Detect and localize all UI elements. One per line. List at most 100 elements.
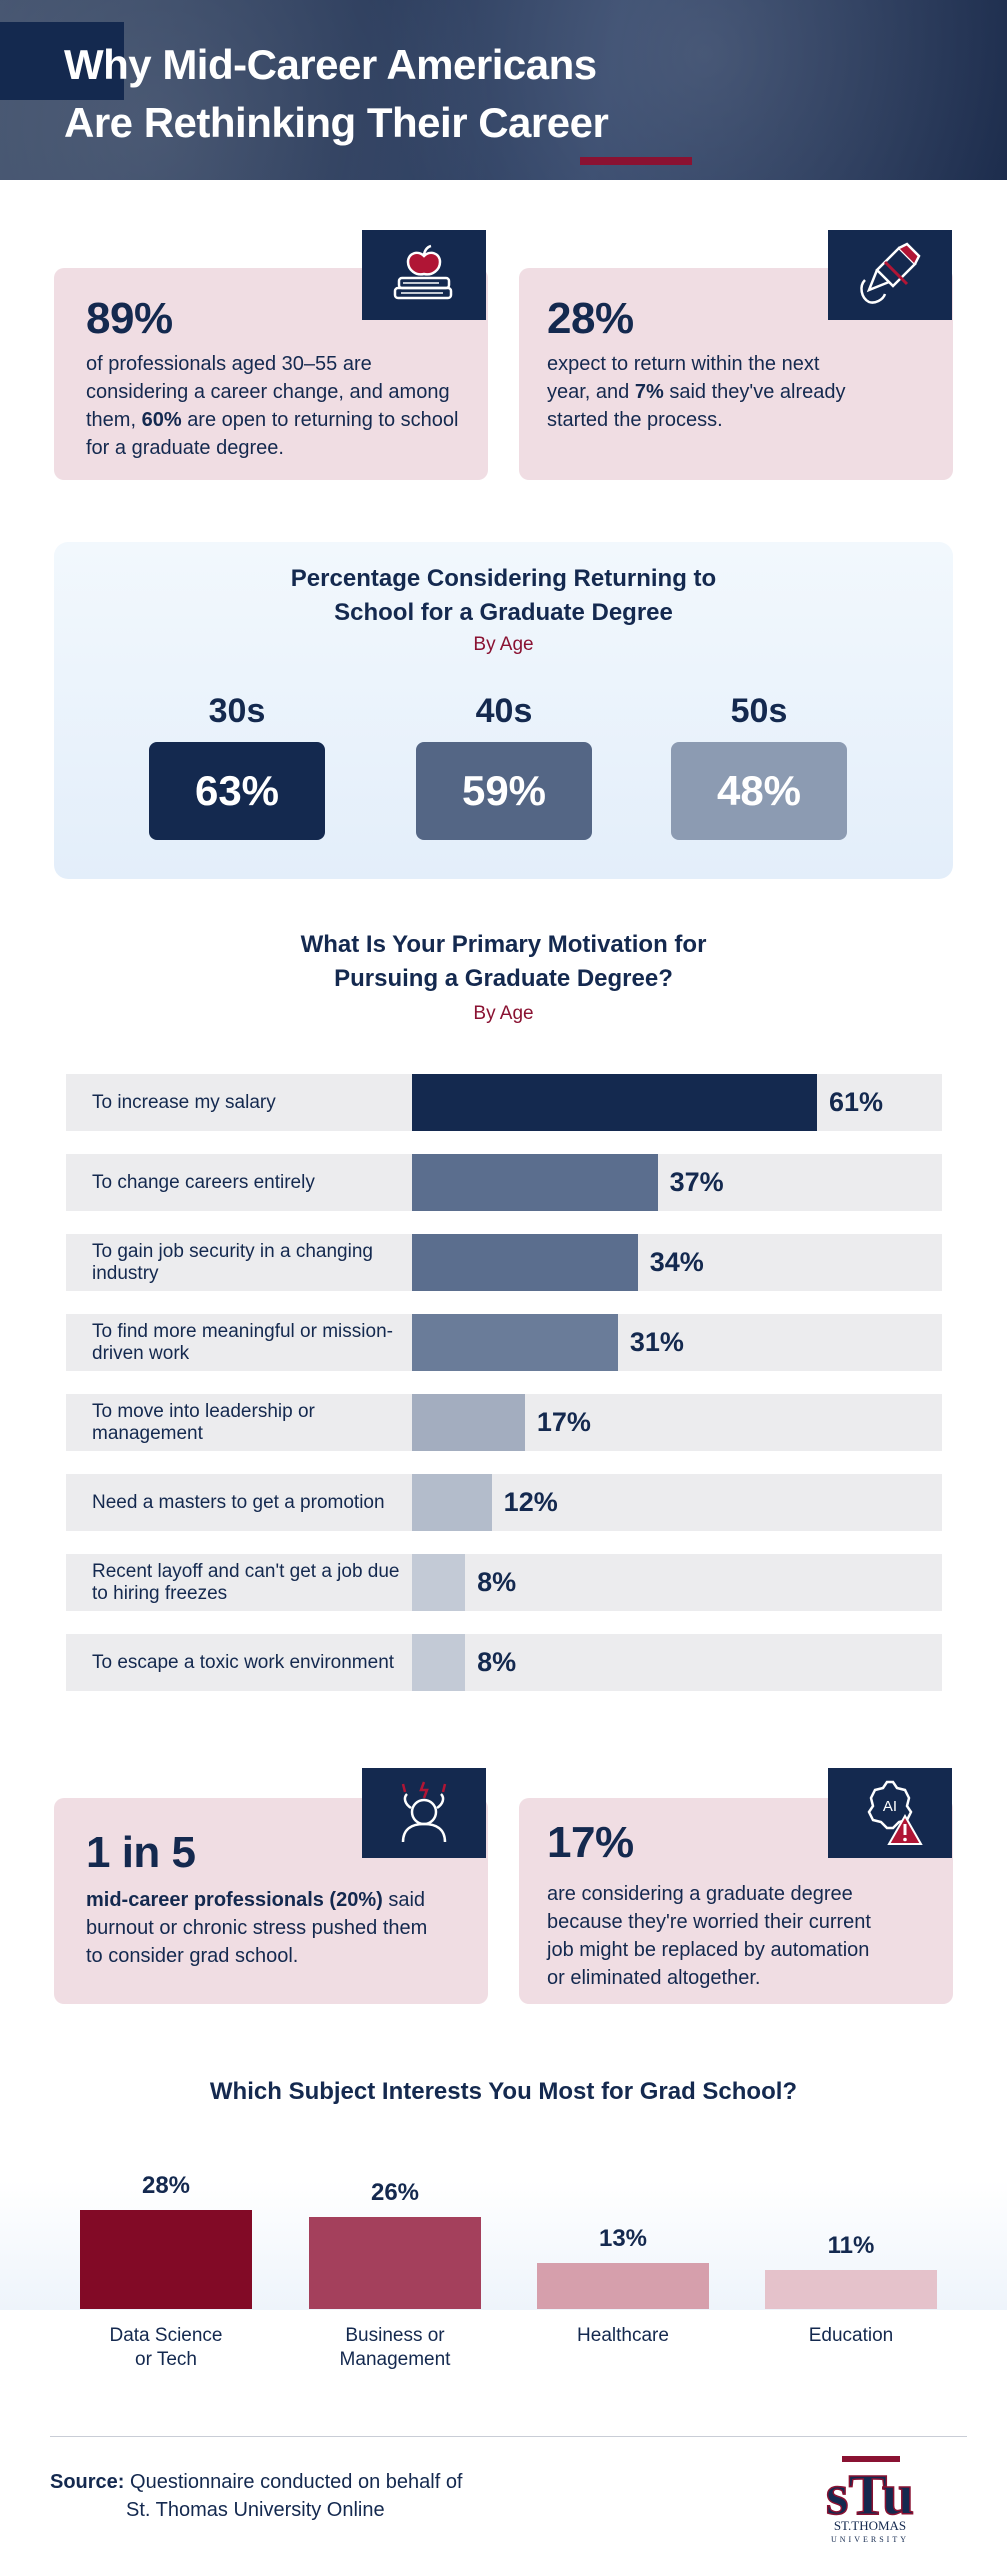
- subject-category-label: Data Science or Tech: [66, 2324, 266, 2372]
- stat-text-bold: 60%: [141, 409, 182, 431]
- motivation-value: 31%: [629, 1327, 684, 1357]
- source-label: Source:: [50, 2471, 125, 2493]
- subject-category-line: Data Science: [109, 2325, 223, 2346]
- stat-description: mid-career professionals (20%) said burn…: [86, 1886, 436, 1970]
- logo-letters: sTu: [826, 2462, 914, 2527]
- motivation-value: 12%: [503, 1487, 558, 1517]
- subject-chart-title: Which Subject Interests You Most for Gra…: [209, 2078, 798, 2105]
- source-note: Source: Questionnaire conducted on behal…: [50, 2468, 463, 2524]
- motivation-label: To change careers entirely: [92, 1171, 315, 1193]
- source-line1: Questionnaire conducted on behalf of: [130, 2471, 463, 2493]
- motivation-chart-subtitle: By Age: [473, 1003, 534, 1024]
- motivation-label: To escape a toxic work environment: [92, 1651, 395, 1673]
- motivation-bar: [412, 1234, 638, 1291]
- stat-text-bold: 7%: [634, 381, 664, 403]
- books-apple-icon: [362, 230, 486, 320]
- motivation-row: Need a masters to get a promotion 12%: [66, 1474, 942, 1531]
- page-title-line1: Why Mid-Career Americans: [64, 41, 597, 88]
- motivation-bar: [412, 1474, 492, 1531]
- age-label-30s: 30s: [208, 692, 266, 730]
- age-value-40s: 59%: [416, 742, 592, 840]
- age-value-30s: 63%: [149, 742, 325, 840]
- motivation-title-line1: What Is Your Primary Motivation for: [300, 931, 707, 958]
- subject-value: 11%: [827, 2232, 875, 2260]
- age-value-50s: 48%: [671, 742, 847, 840]
- header-accent-block: [0, 22, 124, 100]
- motivation-label: Recent layoff and can't get a job due to…: [92, 1560, 400, 1604]
- subject-category-line: Healthcare: [577, 2325, 669, 2346]
- stressed-person-icon: [362, 1768, 486, 1858]
- subject-category-line: Education: [808, 2325, 894, 2346]
- age-chart-panel: Percentage Considering Returning to Scho…: [54, 542, 953, 879]
- stat-description: of professionals aged 30–55 are consider…: [86, 350, 466, 462]
- motivation-label: To gain job security in a changing indus…: [92, 1240, 373, 1284]
- motivation-value: 17%: [536, 1407, 591, 1437]
- ai-warning-icon: AI: [828, 1768, 952, 1858]
- stat-card-28: 28% expect to return within the next yea…: [519, 268, 953, 480]
- subject-category-line: Management: [339, 2349, 451, 2370]
- stat-description: expect to return within the next year, a…: [547, 350, 847, 434]
- title-underline: [580, 157, 692, 165]
- motivation-value: 34%: [649, 1247, 704, 1277]
- svg-text:AI: AI: [883, 1798, 897, 1815]
- motivation-bar: [412, 1154, 658, 1211]
- subject-bar: [80, 2210, 252, 2309]
- motivation-row: To gain job security in a changing indus…: [66, 1234, 942, 1291]
- age-chart-title-line1: Percentage Considering Returning to: [290, 565, 717, 592]
- hand-pencil-icon: [828, 230, 952, 320]
- stat-value: 89%: [86, 294, 173, 343]
- motivation-label: Need a masters to get a promotion: [92, 1491, 385, 1513]
- header-banner: Why Mid-Career Americans Are Rethinking …: [0, 0, 1007, 180]
- subject-value: 13%: [598, 2225, 648, 2253]
- motivation-bar: [412, 1394, 525, 1451]
- stat-text-before: expect to return within the next year, a…: [547, 353, 820, 403]
- stat-text-before: of professionals aged 30–55 are consider…: [86, 353, 450, 431]
- motivation-row: To escape a toxic work environment 8%: [66, 1634, 942, 1691]
- motivation-row: Recent layoff and can't get a job due to…: [66, 1554, 942, 1611]
- motivation-label: To increase my salary: [92, 1091, 276, 1113]
- logo-line2: UNIVERSITY: [831, 2535, 909, 2544]
- logo-line1: ST.THOMAS: [834, 2518, 906, 2533]
- age-chart-title-line2: School for a Graduate Degree: [334, 599, 673, 626]
- subject-category-label: Education: [751, 2324, 951, 2348]
- stat-value: 28%: [547, 294, 634, 343]
- footer-divider: [50, 2436, 967, 2437]
- stat-text-after: are open to returning to school for a gr…: [86, 409, 459, 459]
- motivation-value: 8%: [477, 1567, 517, 1597]
- age-label-40s: 40s: [475, 692, 533, 730]
- motivation-label: To find more meaningful or mission-drive…: [92, 1320, 393, 1364]
- subject-bar: [309, 2217, 481, 2309]
- subject-value: 26%: [370, 2179, 420, 2207]
- source-line2: St. Thomas University Online: [126, 2499, 385, 2521]
- subject-category-line: or Tech: [135, 2349, 197, 2370]
- age-chart-title: Percentage Considering Returning to Scho…: [54, 562, 953, 630]
- motivation-bar: [412, 1554, 466, 1611]
- page-title: Why Mid-Career Americans Are Rethinking …: [64, 36, 609, 152]
- subject-bar: [537, 2263, 709, 2309]
- motivation-value: 61%: [829, 1087, 884, 1117]
- motivation-bar: [412, 1314, 618, 1371]
- motivation-bar: [412, 1074, 817, 1131]
- subject-value: 28%: [141, 2172, 191, 2199]
- subject-category-line: Business or: [345, 2325, 445, 2346]
- stat-value: 17%: [547, 1818, 634, 1867]
- stat-text-after: said burnout or chronic stress pushed th…: [86, 1889, 428, 1967]
- motivation-label: To move into leadership or management: [92, 1400, 315, 1444]
- motivation-row: To find more meaningful or mission-drive…: [66, 1314, 942, 1371]
- motivation-row: To move into leadership or management 17%: [66, 1394, 942, 1451]
- motivation-chart-title: What Is Your Primary Motivation for Purs…: [0, 928, 1007, 996]
- stat-description: are considering a graduate degree becaus…: [547, 1883, 871, 1989]
- motivation-value: 8%: [477, 1647, 517, 1677]
- page-title-line2: Are Rethinking Their Career: [64, 99, 609, 146]
- subject-category-label: Healthcare: [523, 2324, 723, 2348]
- age-chart-subtitle: By Age: [473, 634, 534, 655]
- motivation-title-line2: Pursuing a Graduate Degree?: [334, 965, 673, 992]
- age-label-50s: 50s: [730, 692, 788, 730]
- stat-text-after: said they've already started the process…: [547, 381, 846, 431]
- stat-value: 1 in 5: [86, 1828, 196, 1877]
- st-thomas-logo: sTu ST.THOMAS UNIVERSITY: [810, 2450, 930, 2545]
- stat-text-bold: mid-career professionals (20%): [86, 1889, 383, 1911]
- subject-category-label: Business or Management: [295, 2324, 495, 2372]
- subject-bar: [765, 2270, 937, 2309]
- motivation-bar: [412, 1634, 466, 1691]
